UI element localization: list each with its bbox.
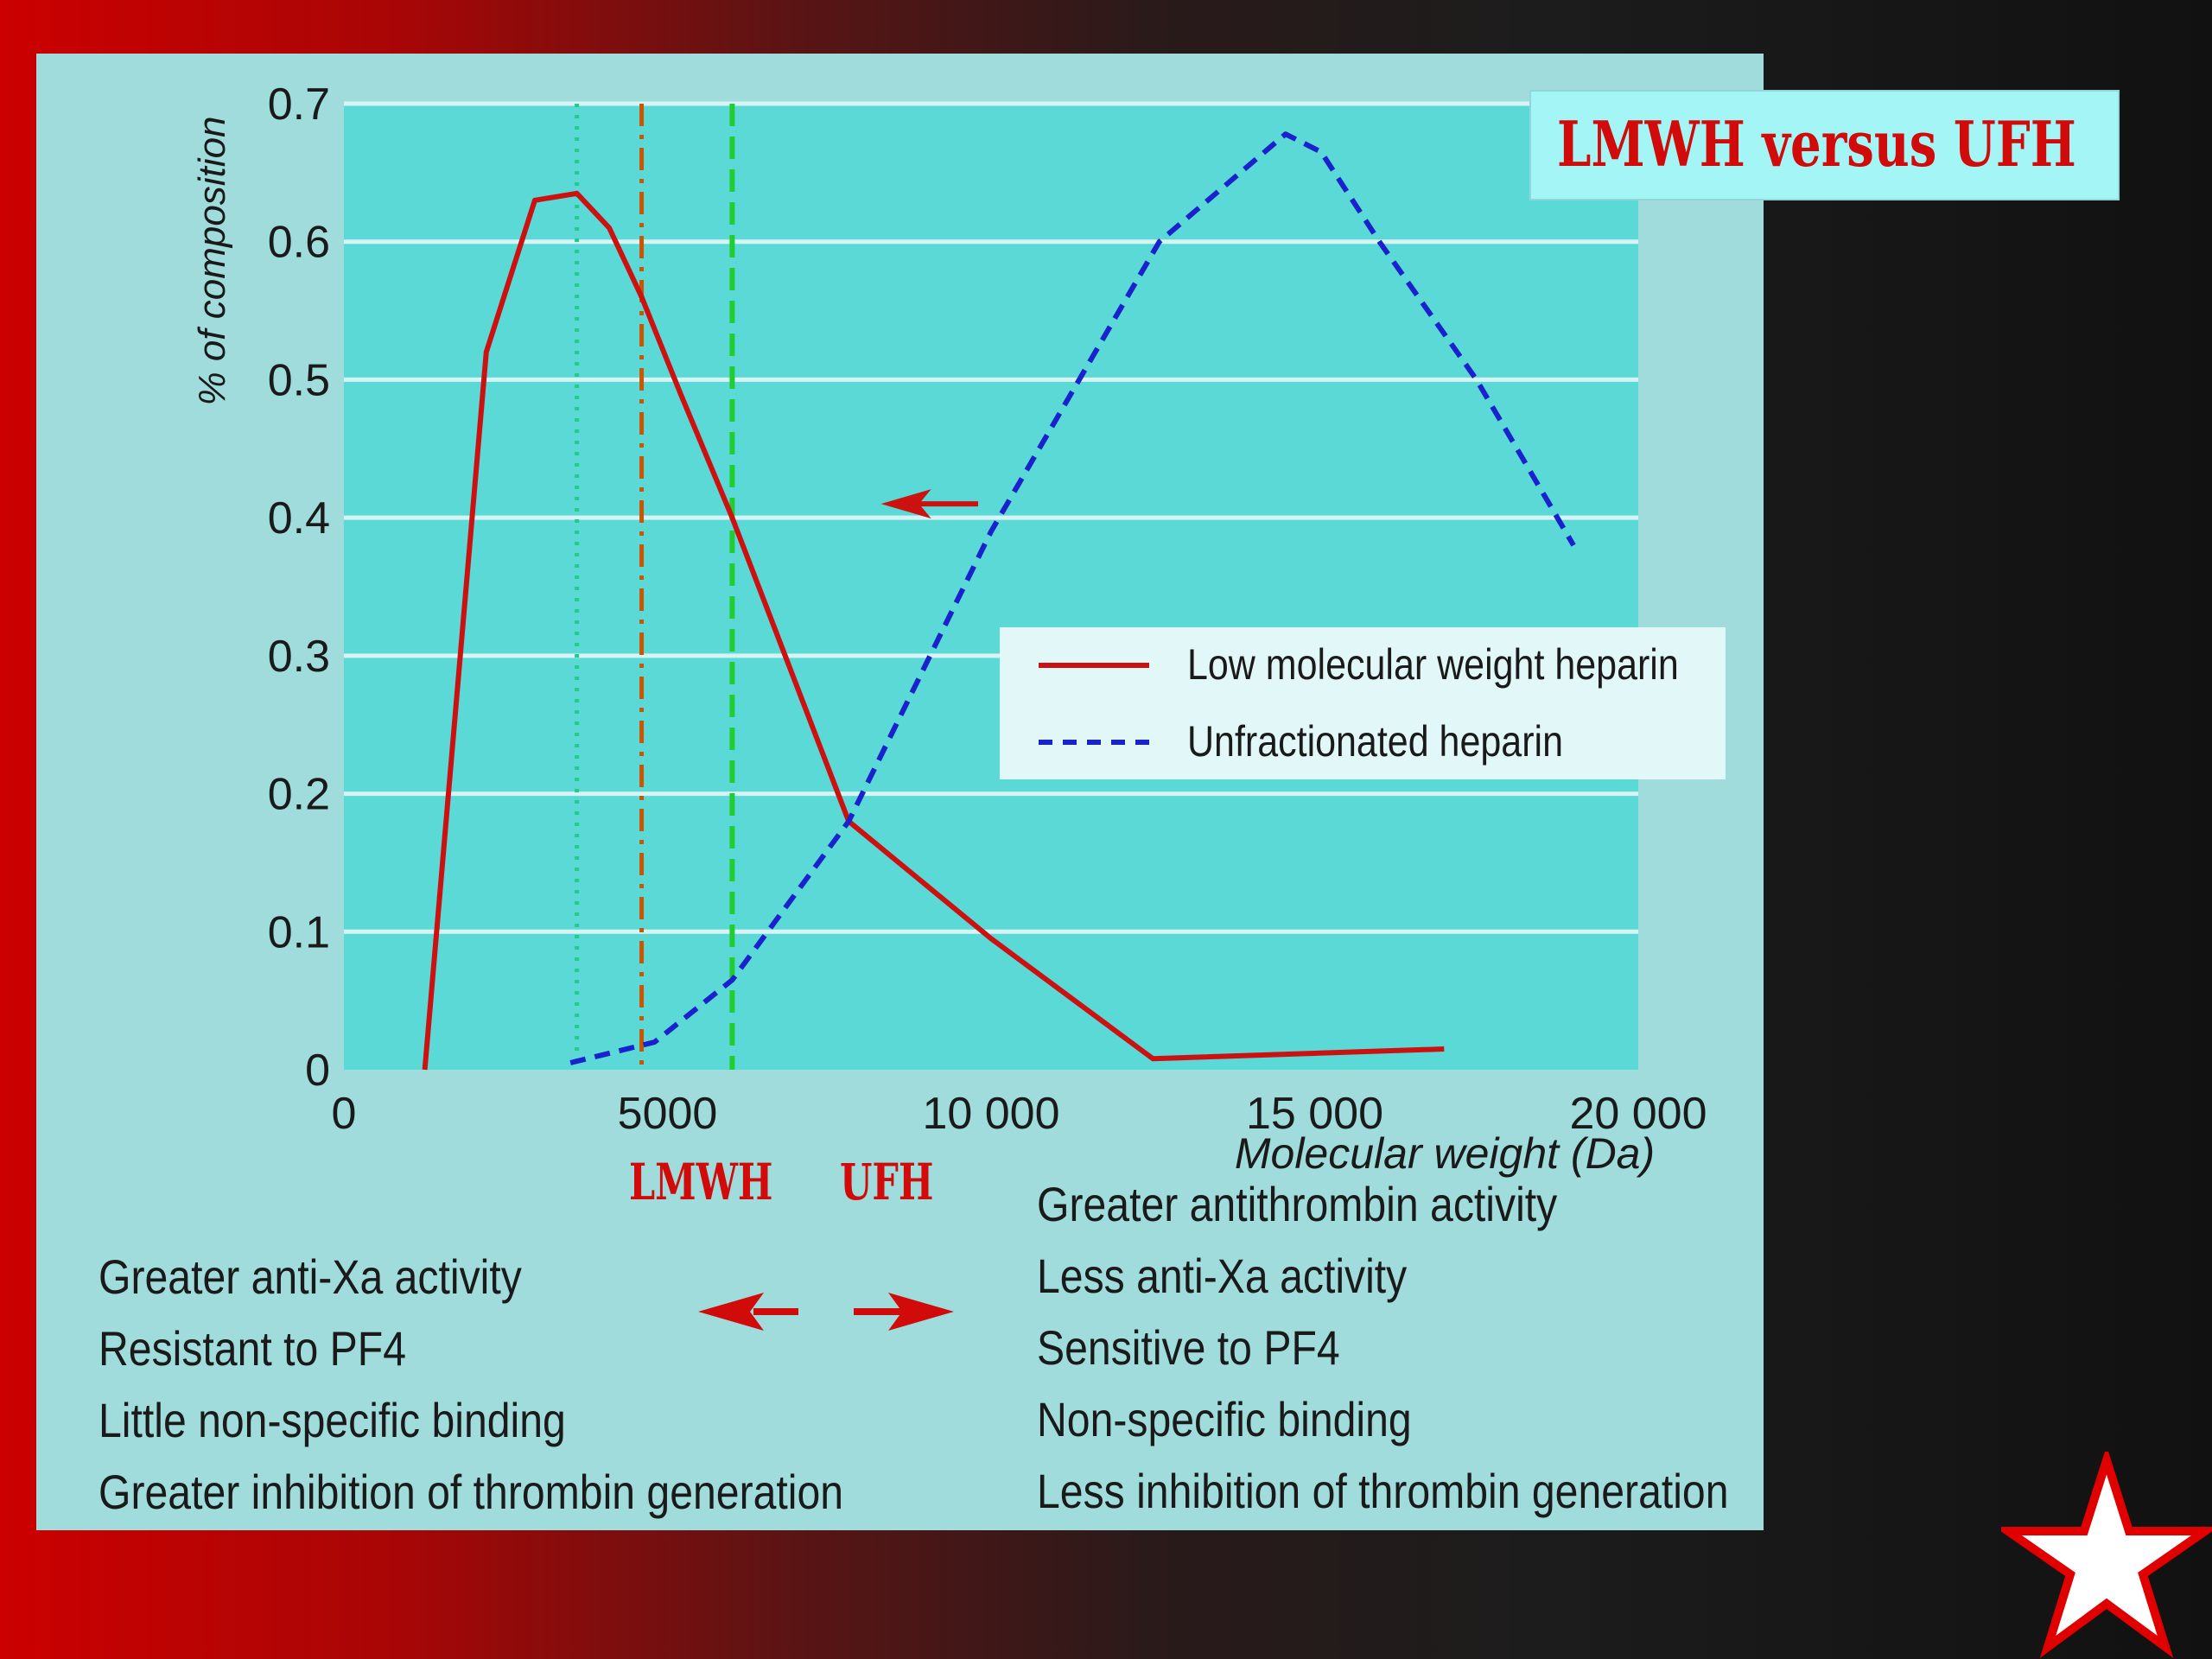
y-tick-label: 0.5 xyxy=(268,355,330,405)
x-tick-labels: 0 5000 10 000 15 000 20 000 xyxy=(332,1089,1707,1139)
y-tick-label: 0.4 xyxy=(268,493,330,543)
list-item: Greater anti-Xa activity xyxy=(99,1249,522,1304)
x-tick-label: 0 xyxy=(332,1089,357,1139)
slide-title: LMWH versus UFH xyxy=(1557,107,2076,181)
slide-panel: 0 0.1 0.2 0.3 0.4 0.5 0.6 0.7 0 5000 10 000 15 000… xyxy=(36,54,1764,1530)
reference-lines xyxy=(575,104,735,1070)
list-item: Greater inhibition of thrombin generatio… xyxy=(99,1465,844,1519)
star-icon xyxy=(2001,1452,2212,1659)
lmwh-column-label: LMWH xyxy=(629,1153,773,1211)
list-item: Greater antithrombin activity xyxy=(1037,1177,1558,1231)
list-item: Less inhibition of thrombin generation xyxy=(1037,1464,1729,1518)
ufh-properties-list: Greater antithrombin activity Less anti-… xyxy=(1037,1168,1841,1527)
legend-label-lmwh: Low molecular weight heparin xyxy=(1187,640,1679,689)
series-line xyxy=(422,190,1445,1071)
list-item: Non-specific binding xyxy=(1037,1392,1412,1446)
x-tick-label: 20 000 xyxy=(1569,1089,1707,1139)
lmwh-properties-list: Greater anti-Xa activity Resistant to PF… xyxy=(99,1241,964,1528)
annotations xyxy=(880,489,979,519)
ufh-column-label: UFH xyxy=(840,1153,934,1211)
legend-label-ufh: Unfractionated heparin xyxy=(1187,717,1563,766)
list-item: Sensitive to PF4 xyxy=(1037,1320,1340,1375)
x-tick-label: 15 000 xyxy=(1246,1089,1383,1139)
x-tick-label: 10 000 xyxy=(922,1089,1059,1139)
series-line xyxy=(569,131,1576,1065)
x-axis-label: Molecular weight (Da) xyxy=(1235,1129,1655,1178)
series-lines xyxy=(422,131,1576,1071)
y-tick-labels: 0 0.1 0.2 0.3 0.4 0.5 0.6 0.7 xyxy=(268,79,330,1096)
y-tick-label: 0.2 xyxy=(268,770,330,820)
right-arrow-icon xyxy=(854,1293,954,1331)
x-tick-label: 5000 xyxy=(618,1089,718,1139)
legend-box xyxy=(1000,627,1726,779)
slide-title-box: LMWH versus UFH xyxy=(1529,90,2120,200)
y-axis-label: % of composition xyxy=(191,116,233,405)
list-item: Little non-specific binding xyxy=(99,1393,566,1447)
list-item: Resistant to PF4 xyxy=(99,1321,407,1376)
chart: 0 0.1 0.2 0.3 0.4 0.5 0.6 0.7 0 5000 10 000 15 000… xyxy=(191,79,1726,1331)
y-tick-label: 0.7 xyxy=(268,79,330,130)
list-item: Less anti-Xa activity xyxy=(1037,1249,1408,1303)
left-arrow-icon xyxy=(698,1293,798,1331)
y-tick-label: 0.1 xyxy=(268,907,330,957)
y-tick-label: 0.3 xyxy=(268,632,330,682)
plot-area xyxy=(344,104,1638,1070)
y-tick-label: 0 xyxy=(305,1046,330,1096)
legend: Low molecular weight heparin Unfractiona… xyxy=(1000,627,1726,779)
gridlines xyxy=(344,101,1638,934)
y-tick-label: 0.6 xyxy=(268,218,330,268)
left-arrow-icon xyxy=(880,489,979,519)
